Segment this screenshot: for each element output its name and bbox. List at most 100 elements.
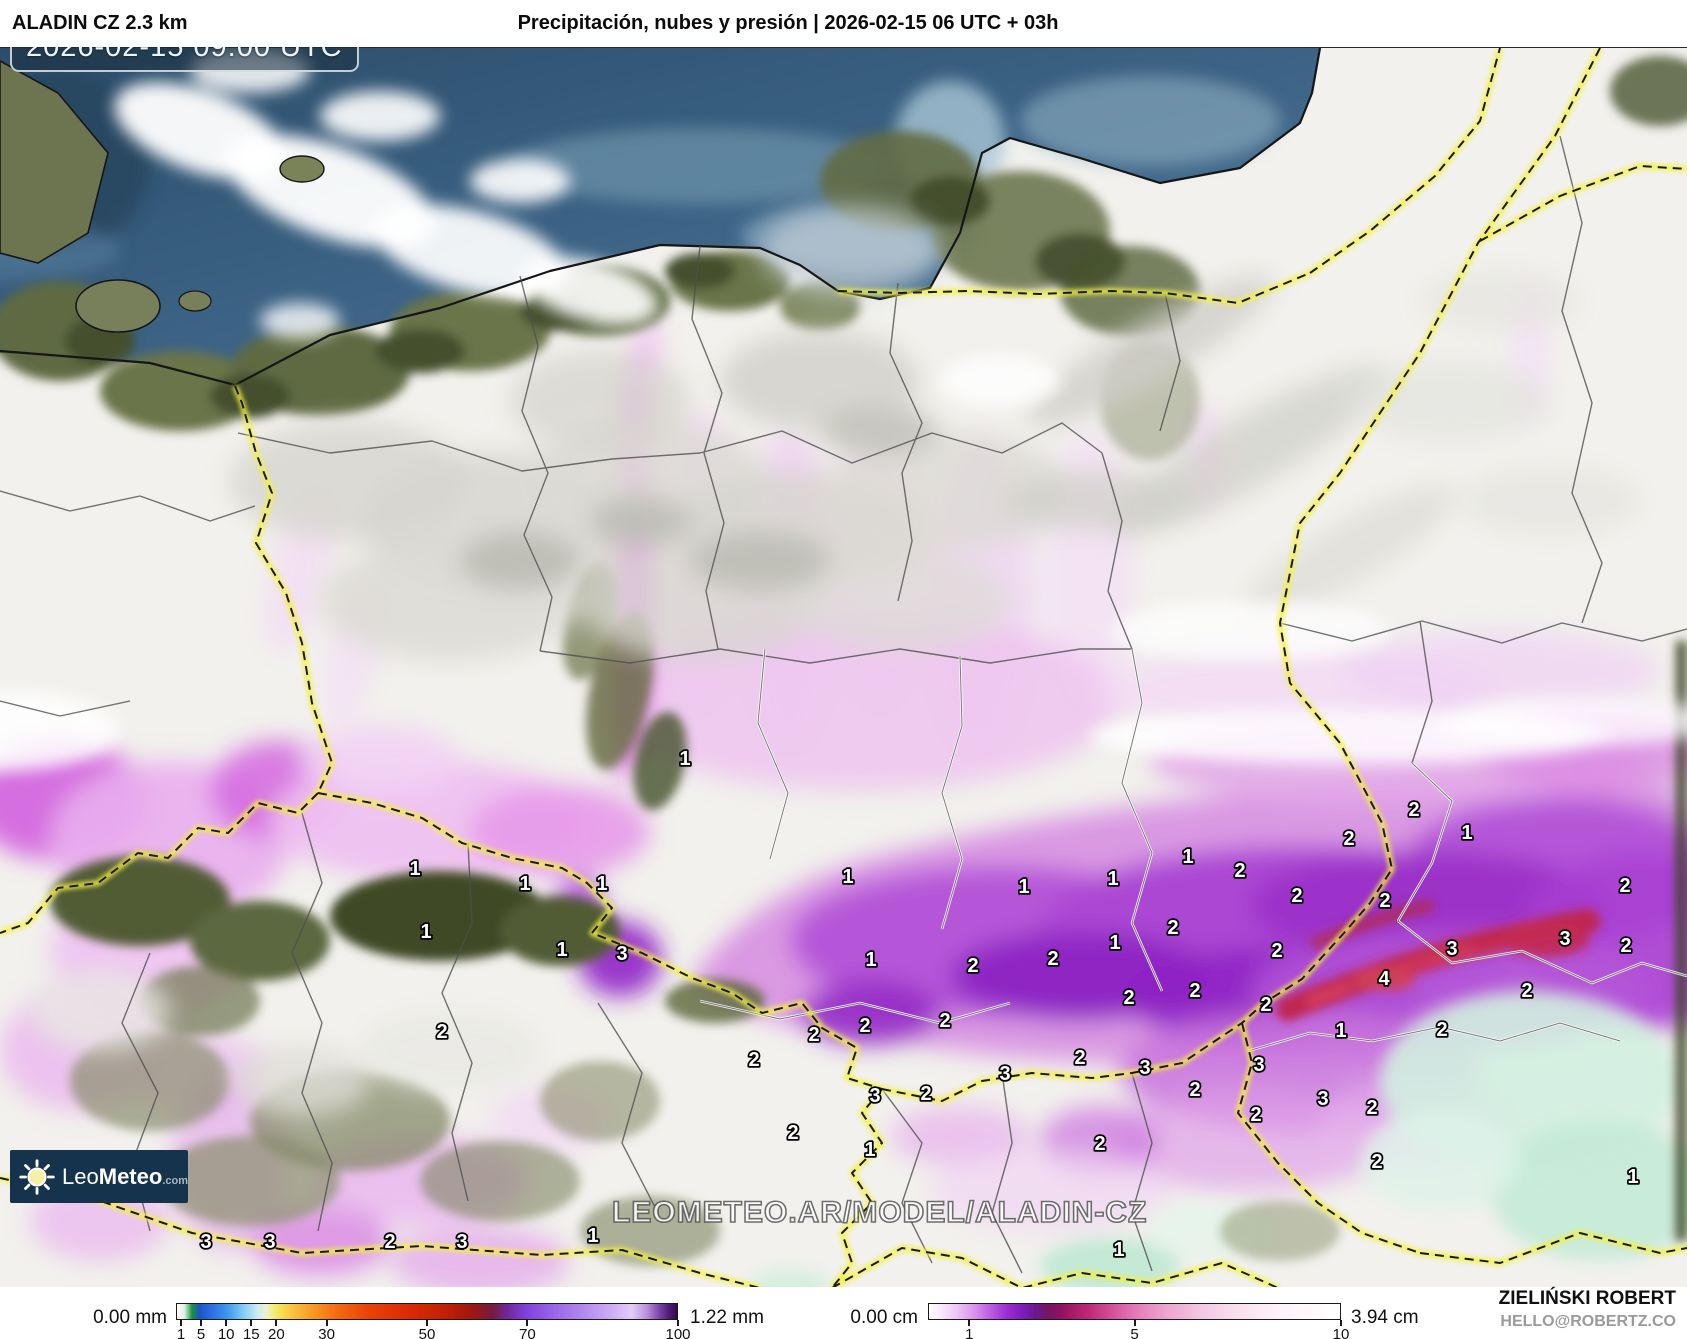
snow-depth-value: 2 [1074, 1047, 1085, 1069]
snow-depth-value: 2 [1250, 1104, 1261, 1126]
snow-depth-value: 2 [787, 1122, 798, 1144]
country-borders [0, 48, 1687, 1288]
snow-depth-value: 2 [1366, 1097, 1377, 1119]
precip-scale-min: 0.00 mm [93, 1307, 167, 1328]
map-canvas: 1 1 1 1 1 1 3 2 1 1 1 1 2 2 2 1 2 2 2 2 2 3 3 2 4 1 2 2 1 2 2 2 2 2 2 3 3 3 2 2… [0, 47, 1687, 1288]
snow-depth-value: 1 [1113, 1239, 1124, 1261]
snow-depth-value: 2 [748, 1049, 759, 1071]
snow-depth-value: 2 [436, 1021, 447, 1043]
snow-depth-value: 2 [1619, 875, 1630, 897]
colorbar-tick [677, 1320, 679, 1326]
colorbar-tick-label: 1 [965, 1326, 974, 1339]
map-image: 1 1 1 1 1 1 3 2 1 1 1 1 2 2 2 1 2 2 2 2 2 3 3 2 4 1 2 2 1 2 2 2 2 2 2 3 3 3 2 2… [0, 48, 1687, 1288]
snow-depth-value: 2 [859, 1015, 870, 1037]
colorbar-tick-label: 70 [519, 1326, 536, 1339]
colorbar-tick [968, 1320, 971, 1326]
snow-depth-value: 3 [456, 1231, 467, 1253]
credits: ZIELIŃSKI ROBERT HELLO@ROBERTZ.CO [1499, 1287, 1676, 1331]
snow-depth-value: 2 [1167, 917, 1178, 939]
snow-depth-value: 2 [967, 955, 978, 977]
snow-depth-value: 1 [1461, 822, 1472, 844]
snow-depth-value: 1 [1109, 932, 1120, 954]
precip-colorbar [176, 1303, 678, 1320]
snow-depth-value: 1 [409, 858, 420, 880]
colorbar-tick-label: 5 [196, 1326, 206, 1339]
colorbar-tick [200, 1320, 203, 1326]
snow-depth-value: 3 [869, 1085, 880, 1107]
snow-depth-value: 1 [842, 866, 853, 888]
colorbar-tick-label: 15 [242, 1326, 260, 1339]
snow-depth-value: 2 [1379, 890, 1390, 912]
snow-depth-value: 2 [384, 1231, 395, 1253]
snow-scale-max: 3.94 cm [1351, 1307, 1419, 1328]
logo-text-meteo: Meteo [98, 1163, 163, 1189]
snow-depth-value: 2 [1343, 828, 1354, 850]
snow-depth-value: 3 [200, 1231, 211, 1253]
snow-depth-value: 2 [1047, 948, 1058, 970]
snow-depth-value: 2 [939, 1010, 950, 1032]
logo-text-tld: .com [162, 1174, 188, 1187]
white-clouds [0, 49, 1687, 771]
snow-depth-value: 1 [1182, 846, 1193, 868]
snow-depth-value: 2 [808, 1024, 819, 1046]
snow-depth-value: 3 [1317, 1088, 1328, 1110]
precip-scale-max: 1.22 mm [690, 1307, 764, 1328]
colorbar-tick [1133, 1320, 1136, 1326]
colorbar-tick-label: 10 [1332, 1326, 1350, 1339]
snow-depth-value: 1 [587, 1225, 598, 1247]
snow-depth-value: 2 [1291, 885, 1302, 907]
author-email: HELLO@ROBERTZ.CO [1500, 1313, 1676, 1330]
snow-depth-value: 1 [679, 748, 690, 770]
region-borders-light [699, 648, 1687, 1053]
watermark-text: LEOMETEO.AR/MODEL/ALADIN-CZ [611, 1195, 1148, 1230]
snow-depth-value: 2 [1620, 935, 1631, 957]
snow-scale-min: 0.00 cm [850, 1307, 918, 1328]
snow-depth-value: 2 [1189, 980, 1200, 1002]
colorbar-tick-label: 5 [1130, 1326, 1139, 1339]
legend-strip: 0.00 mm 1.22 mm 1 5 10 15 20 30 50 70 100 0.00 c… [0, 1287, 1687, 1339]
snow-depth-value: 1 [596, 873, 607, 895]
snow-depth-value: 3 [1253, 1054, 1264, 1076]
colorbar-tick [180, 1320, 183, 1326]
snow-depth-value: 2 [1189, 1079, 1200, 1101]
colorbar-tick-label: 1 [176, 1326, 186, 1339]
snow-depth-value: 1 [864, 1139, 875, 1161]
colorbar-tick [325, 1320, 328, 1326]
snow-depth-value: 2 [1371, 1151, 1382, 1173]
snow-depth-value: 4 [1378, 968, 1390, 990]
header-bar: ALADIN CZ 2.3 km Precipitación, nubes y … [0, 0, 1687, 47]
region-borders [0, 135, 1687, 1274]
snow-depth-value: 2 [1436, 1019, 1447, 1041]
leometeo-logo: LeoMeteo.com [10, 1150, 188, 1203]
snow-depth-value: 1 [420, 921, 431, 943]
snow-depth-value: 2 [1234, 860, 1245, 882]
colorbar-tick [275, 1320, 278, 1326]
colorbar-tick-label: 10 [217, 1326, 235, 1339]
logo-wordmark: LeoMeteo.com [62, 1164, 188, 1190]
snow-depth-value: 3 [1559, 928, 1570, 950]
colorbar-tick [526, 1320, 529, 1326]
snow-depth-value: 2 [920, 1083, 931, 1105]
colorbar-tick [1340, 1320, 1342, 1326]
snow-depth-value: 1 [865, 949, 876, 971]
model-name: ALADIN CZ 2.3 km [12, 12, 188, 34]
snow-depth-value: 2 [1094, 1133, 1105, 1155]
colorbar-tick [250, 1320, 253, 1326]
snow-depth-value: 1 [556, 939, 567, 961]
snow-depth-value: 1 [1335, 1020, 1346, 1042]
snow-depth-value: 1 [1018, 876, 1029, 898]
colorbar-tick [225, 1320, 228, 1326]
snow-depth-values: 1 1 1 1 1 1 3 2 1 1 1 1 2 2 2 1 2 2 2 2 2 3 3 2 4 1 2 2 1 2 2 2 2 2 2 3 3 3 2 2… [199, 746, 1641, 1263]
snow-depth-value: 3 [616, 943, 627, 965]
snow-depth-value: 3 [1446, 938, 1457, 960]
snow-depth-value: 2 [1123, 987, 1134, 1009]
colorbar-tick-label: 100 [665, 1326, 691, 1339]
logo-text-leo: Leo [62, 1163, 99, 1189]
colorbar-tick [426, 1320, 428, 1326]
snow-depth-value: 1 [519, 873, 530, 895]
snow-depth-value: 1 [1627, 1166, 1638, 1188]
snow-colorbar [928, 1303, 1341, 1320]
author-name: ZIELIŃSKI ROBERT [1498, 1288, 1676, 1309]
colorbar-tick-label: 50 [418, 1326, 436, 1339]
